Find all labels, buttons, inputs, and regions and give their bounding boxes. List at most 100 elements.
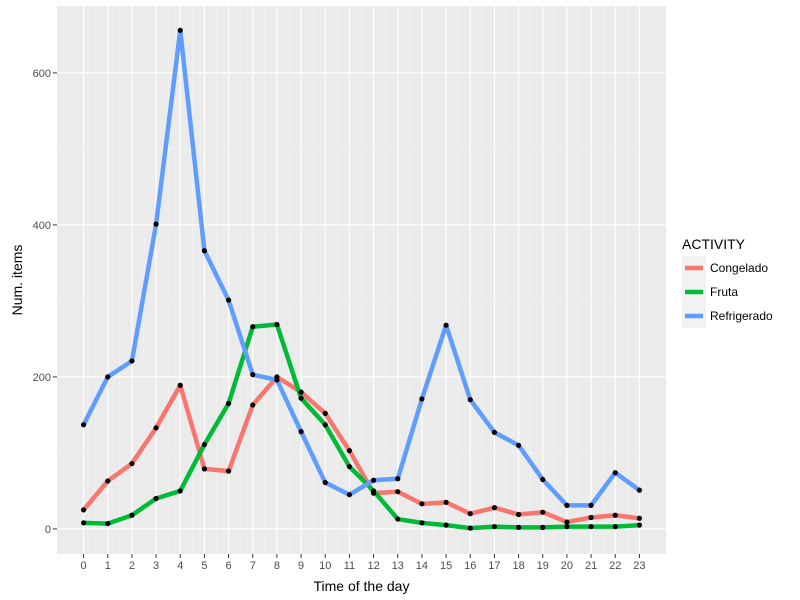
data-point-congelado: [443, 499, 449, 505]
data-point-fruta: [346, 463, 353, 470]
x-tick-label: 7: [250, 560, 256, 572]
x-tick-label: 22: [609, 560, 621, 572]
x-tick-label: 20: [561, 560, 573, 572]
data-point-refrigerado: [370, 477, 377, 483]
data-point-refrigerado: [564, 502, 570, 508]
y-tick-label: 400: [33, 220, 51, 232]
data-point-congelado: [80, 507, 87, 513]
data-point-fruta: [153, 495, 159, 502]
x-tick-label: 10: [319, 560, 331, 572]
data-point-congelado: [515, 511, 522, 518]
x-tick-label: 19: [537, 560, 549, 572]
data-point-refrigerado: [201, 248, 208, 254]
x-tick-label: 17: [488, 560, 500, 572]
data-point-congelado: [225, 468, 232, 474]
data-point-refrigerado: [540, 476, 546, 483]
x-tick-label: 6: [226, 560, 232, 572]
data-point-congelado: [612, 512, 618, 518]
data-point-congelado: [105, 478, 111, 484]
legend-title: ACTIVITY: [682, 236, 746, 252]
data-point-refrigerado: [443, 322, 449, 328]
data-point-fruta: [225, 400, 232, 407]
x-tick-label: 18: [512, 560, 524, 572]
data-point-congelado: [588, 514, 594, 521]
data-point-fruta: [298, 395, 304, 401]
data-point-fruta: [370, 488, 377, 494]
data-point-fruta: [274, 321, 280, 328]
data-point-congelado: [419, 501, 425, 507]
data-point-congelado: [153, 425, 159, 431]
x-tick-label: 9: [298, 560, 304, 572]
series-lines: [81, 28, 641, 531]
x-tick-label: 12: [367, 560, 379, 572]
data-point-refrigerado: [153, 221, 159, 227]
x-tick-label: 23: [633, 560, 645, 572]
x-tick-label: 15: [440, 560, 452, 572]
y-axis: 0 200 400 600: [33, 68, 57, 536]
legend-label-refrigerado: Refrigerado: [710, 309, 773, 323]
series-points: [80, 27, 643, 531]
data-point-fruta: [443, 522, 449, 528]
data-point-refrigerado: [322, 479, 328, 486]
data-point-congelado: [491, 505, 498, 511]
x-tick-label: 1: [105, 560, 111, 572]
data-point-congelado: [467, 511, 473, 517]
data-point-refrigerado: [129, 358, 135, 364]
series-line-congelado: [81, 374, 640, 525]
data-point-fruta: [105, 520, 111, 527]
data-point-fruta: [395, 516, 401, 522]
data-point-refrigerado: [274, 377, 280, 383]
data-point-fruta: [588, 524, 594, 530]
data-point-refrigerado: [250, 372, 256, 378]
x-tick-label: 11: [344, 560, 355, 572]
data-point-fruta: [540, 524, 546, 530]
x-tick-label: 8: [274, 560, 280, 572]
data-point-refrigerado: [515, 442, 522, 448]
data-point-fruta: [129, 512, 135, 518]
data-point-congelado: [346, 448, 353, 454]
data-point-congelado: [564, 519, 570, 525]
data-point-congelado: [250, 402, 256, 408]
data-point-fruta: [564, 524, 570, 530]
data-point-fruta: [491, 524, 498, 530]
data-point-congelado: [129, 460, 135, 467]
data-point-fruta: [515, 524, 522, 530]
data-point-refrigerado: [395, 476, 401, 482]
data-point-fruta: [612, 524, 618, 530]
data-point-fruta: [636, 522, 643, 528]
data-point-refrigerado: [419, 396, 425, 402]
data-point-congelado: [298, 389, 304, 395]
x-tick-label: 4: [177, 560, 183, 572]
data-point-fruta: [250, 324, 256, 330]
data-point-refrigerado: [298, 429, 304, 435]
legend: ACTIVITY Congelado Fruta Refrigerado: [682, 236, 773, 328]
data-point-refrigerado: [636, 487, 643, 493]
y-tick-label: 0: [45, 524, 51, 536]
x-axis: 0 1 2 3 4 5 6 7 8 9 10 11 12 13 14 15 16 17 18 19 20 21 22 23: [81, 554, 646, 572]
data-point-refrigerado: [491, 429, 498, 435]
data-point-congelado: [540, 509, 546, 515]
x-tick-label: 3: [153, 560, 159, 572]
series-line-refrigerado: [81, 28, 641, 508]
y-axis-title: Num. items: [9, 245, 25, 316]
data-point-refrigerado: [105, 374, 111, 380]
minor-gridlines: [57, 6, 666, 554]
x-axis-title: Time of the day: [314, 578, 410, 594]
data-point-fruta: [322, 422, 328, 428]
data-point-fruta: [80, 520, 87, 526]
data-point-refrigerado: [588, 502, 594, 508]
data-point-refrigerado: [612, 470, 618, 476]
data-point-congelado: [177, 382, 183, 388]
x-tick-label: 16: [464, 560, 476, 572]
data-point-congelado: [201, 466, 208, 472]
data-point-congelado: [636, 515, 643, 521]
data-point-fruta: [419, 520, 425, 526]
legend-keys: Congelado Fruta Refrigerado: [682, 256, 773, 328]
data-point-congelado: [395, 489, 401, 495]
series-line-fruta: [83, 322, 640, 531]
legend-label-congelado: Congelado: [710, 261, 768, 275]
data-point-refrigerado: [177, 27, 183, 33]
data-point-fruta: [201, 441, 208, 448]
x-tick-label: 13: [392, 560, 404, 572]
